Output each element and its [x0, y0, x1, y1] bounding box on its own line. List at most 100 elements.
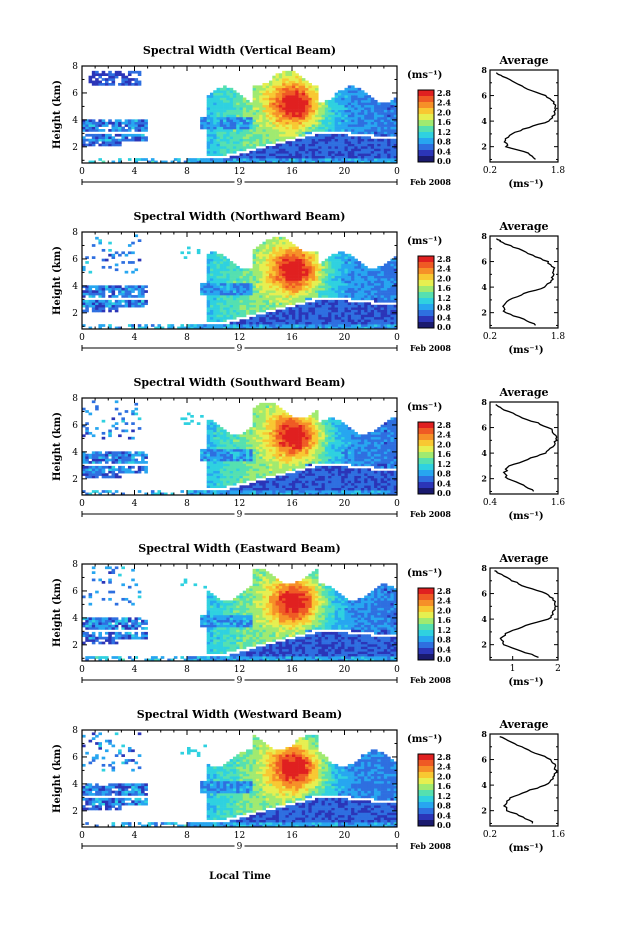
- heatmap-cell: [278, 263, 283, 267]
- heatmap-cell: [239, 480, 244, 484]
- heatmap-cell: [121, 82, 125, 86]
- heatmap-cell: [393, 97, 398, 101]
- heatmap-cell: [314, 87, 319, 91]
- heatmap-cell: [242, 487, 247, 491]
- colorbar-swatch: [418, 322, 434, 329]
- heatmap-cell: [82, 265, 86, 269]
- heatmap-cell: [242, 436, 247, 440]
- heatmap-cell: [295, 248, 299, 252]
- heatmap-cell: [341, 116, 345, 120]
- heatmap-cell: [272, 158, 276, 161]
- heatmap-cell: [334, 136, 339, 140]
- heatmap-cell: [311, 304, 316, 308]
- heatmap-cell: [209, 258, 214, 262]
- heatmap-cell: [200, 456, 204, 459]
- heatmap-cell: [249, 158, 253, 161]
- heatmap-cell: [272, 85, 276, 89]
- heatmap-cell: [180, 251, 185, 255]
- heatmap-cell: [387, 307, 391, 310]
- heatmap-cell: [351, 160, 355, 164]
- heatmap-cell: [347, 90, 352, 93]
- heatmap-cell: [314, 304, 319, 308]
- heatmap-cell: [262, 287, 267, 291]
- heatmap-cell: [101, 304, 106, 308]
- heatmap-cell: [314, 316, 319, 320]
- heatmap-cell: [272, 273, 276, 276]
- heatmap-cell: [288, 153, 293, 157]
- heatmap-cell: [219, 312, 224, 315]
- heatmap-cell: [370, 290, 375, 293]
- heatmap-cell: [246, 434, 250, 438]
- heatmap-cell: [357, 148, 362, 152]
- heatmap-cell: [209, 307, 214, 310]
- heatmap-cell: [337, 314, 342, 318]
- heatmap-cell: [262, 138, 267, 142]
- heatmap-cell: [269, 138, 273, 142]
- heatmap-cell: [239, 436, 244, 440]
- heatmap-cell: [275, 239, 280, 242]
- heatmap-cell: [262, 316, 267, 320]
- heatmap-cell: [282, 150, 286, 154]
- heatmap-cell: [209, 422, 214, 425]
- heatmap-cell: [219, 148, 224, 152]
- heatmap-cell: [285, 258, 290, 262]
- heatmap-cell: [252, 109, 257, 113]
- heatmap-cell: [334, 275, 339, 279]
- heatmap-cell: [305, 282, 309, 286]
- heatmap-cell: [262, 302, 267, 306]
- heatmap-cell: [226, 99, 230, 103]
- heatmap-cell: [242, 158, 247, 161]
- heatmap-cell: [98, 304, 102, 308]
- heatmap-cell: [269, 321, 273, 325]
- heatmap-cell: [193, 492, 198, 496]
- heatmap-cell: [262, 95, 267, 98]
- heatmap-cell: [229, 112, 234, 115]
- heatmap-cell: [262, 441, 267, 445]
- heatmap-cell: [288, 295, 293, 298]
- heatmap-cell: [134, 126, 139, 130]
- heatmap-cell: [108, 133, 112, 137]
- heatmap-cell: [88, 78, 93, 81]
- heatmap-cell: [278, 136, 283, 140]
- heatmap-cell: [278, 112, 283, 115]
- heatmap-cell: [318, 138, 322, 142]
- heatmap-cell: [121, 304, 125, 308]
- heatmap-cell: [295, 80, 299, 84]
- heatmap-cell: [357, 307, 362, 310]
- heatmap-cell: [262, 326, 267, 330]
- heatmap-cell: [370, 314, 375, 318]
- heatmap-cell: [265, 248, 270, 252]
- heatmap-cell: [242, 116, 247, 120]
- heatmap-cell: [347, 321, 352, 325]
- heatmap-cell: [334, 95, 339, 98]
- heatmap-cell: [292, 82, 296, 86]
- heatmap-cell: [101, 302, 106, 306]
- heatmap-cell: [374, 155, 378, 159]
- heatmap-cell: [334, 141, 339, 144]
- heatmap-cell: [351, 295, 355, 298]
- heatmap-cell: [262, 92, 267, 96]
- heatmap-cell: [265, 302, 270, 306]
- heatmap-cell: [278, 268, 283, 272]
- heatmap-cell: [223, 99, 227, 103]
- heatmap-cell: [354, 319, 358, 323]
- heatmap-cell: [292, 248, 296, 252]
- heatmap-cell: [118, 304, 122, 308]
- heatmap-cell: [226, 446, 230, 450]
- heatmap-cell: [255, 482, 260, 486]
- heatmap-cell: [259, 265, 263, 269]
- heatmap-cell: [246, 141, 250, 144]
- heatmap-cell: [308, 292, 312, 296]
- heatmap-cell: [236, 444, 240, 447]
- heatmap-cell: [216, 429, 221, 433]
- heatmap-cell: [206, 427, 211, 430]
- heatmap-cell: [229, 124, 234, 127]
- heatmap-cell: [239, 160, 244, 164]
- heatmap-cell: [367, 109, 372, 113]
- heatmap-cell: [91, 244, 96, 247]
- heatmap-cell: [249, 319, 253, 323]
- heatmap-cell: [246, 465, 250, 469]
- heatmap-cell: [131, 456, 135, 459]
- heatmap-cell: [223, 270, 227, 274]
- heatmap-cell: [337, 287, 342, 291]
